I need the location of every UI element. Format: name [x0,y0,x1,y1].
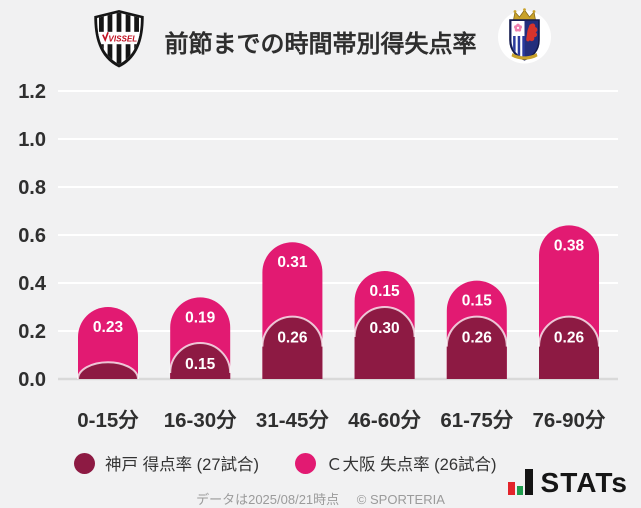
value-label-cosaka: 0.15 [462,293,493,310]
bar-cap-outline [353,306,416,338]
y-axis-tick: 0.4 [18,273,47,295]
bar-kobe-scored [539,316,599,379]
legend-label-cosaka: Ｃ大阪 失点率 (26試合) [326,456,497,474]
y-axis-tick: 0.2 [18,321,46,343]
value-label-kobe: 0.26 [277,330,308,347]
chart-legend: 神戸 得点率 (27試合) Ｃ大阪 失点率 (26試合) [74,451,497,475]
legend-swatch-cosaka [295,452,317,474]
legend-label-kobe: 神戸 得点率 (27試合) [105,456,260,474]
cerezo-osaka-logo [498,8,551,64]
y-axis-tick: 0.8 [18,177,46,199]
bar-kobe-scored [354,307,415,379]
bar-kobe-scored [262,316,323,379]
footer: データは2025/08/21時点 © SPORTERIA [0,489,641,508]
vissel-kobe-logo: VISSEL [94,9,144,68]
x-axis-label: 61-75分 [440,409,513,432]
cerezo-shield-quarters [511,21,538,58]
bar-kobe-scored [78,362,138,379]
bar-cap-outline [538,315,600,347]
value-label-cosaka: 0.23 [93,319,124,336]
legend-swatch-kobe [74,452,95,474]
bar-cosaka-conceded [78,307,138,379]
bar-cap-outline [261,315,324,347]
cerezo-ribbon [511,53,538,60]
value-label-cosaka: 0.15 [370,283,401,300]
copyright: © SPORTERIA [356,492,445,507]
cerezo-sakura [514,23,522,32]
x-axis-label: 31-45分 [256,409,329,432]
value-label-cosaka: 0.31 [277,254,308,271]
value-label-cosaka: 0.19 [185,309,216,326]
data-date-note: データは2025/08/21時点 [196,492,340,507]
x-axis-label: 46-60分 [348,409,421,432]
value-label-cosaka: 0.38 [554,237,585,254]
stats-logo: STATs [507,466,628,498]
x-axis-label: 16-30分 [164,409,237,432]
vissel-v-mark [102,32,109,43]
vissel-stripes [97,12,141,65]
vissel-wordmark: VISSEL [108,34,137,43]
value-label-kobe: 0.15 [185,356,216,373]
stacked-bar-chart: 0.0 0.2 0.4 0.6 0.8 1.0 1.2 0.23 0-15分 0.19 0.15 16… [18,81,618,432]
value-label-kobe: 0.30 [370,320,400,337]
stats-bars-icon [507,469,533,495]
value-label-kobe: 0.26 [554,330,585,347]
y-axis-tick: 1.2 [18,81,46,103]
x-axis-label: 0-15分 [77,409,139,432]
legend-item-kobe: 神戸 得点率 (27試合) [74,451,259,475]
y-axis-tick: 0.6 [18,225,46,247]
bar-kobe-scored [446,316,507,379]
legend-item-cosaka: Ｃ大阪 失点率 (26試合) [295,451,497,475]
page-title: 前節までの時間帯別得失点率 [164,31,477,58]
bar-cap-outline [445,315,508,347]
stats-logo-text: STATs [540,466,628,498]
y-axis-tick: 0.0 [18,369,46,391]
x-axis-label: 76-90分 [533,409,606,432]
bar-cap-outline [169,342,232,374]
bar-cap-outline [77,361,139,380]
bar-kobe-scored [170,343,231,379]
cerezo-crown [513,9,536,21]
value-label-kobe: 0.26 [462,330,493,347]
y-axis-tick: 1.0 [18,129,46,151]
cerezo-lion [526,23,538,42]
